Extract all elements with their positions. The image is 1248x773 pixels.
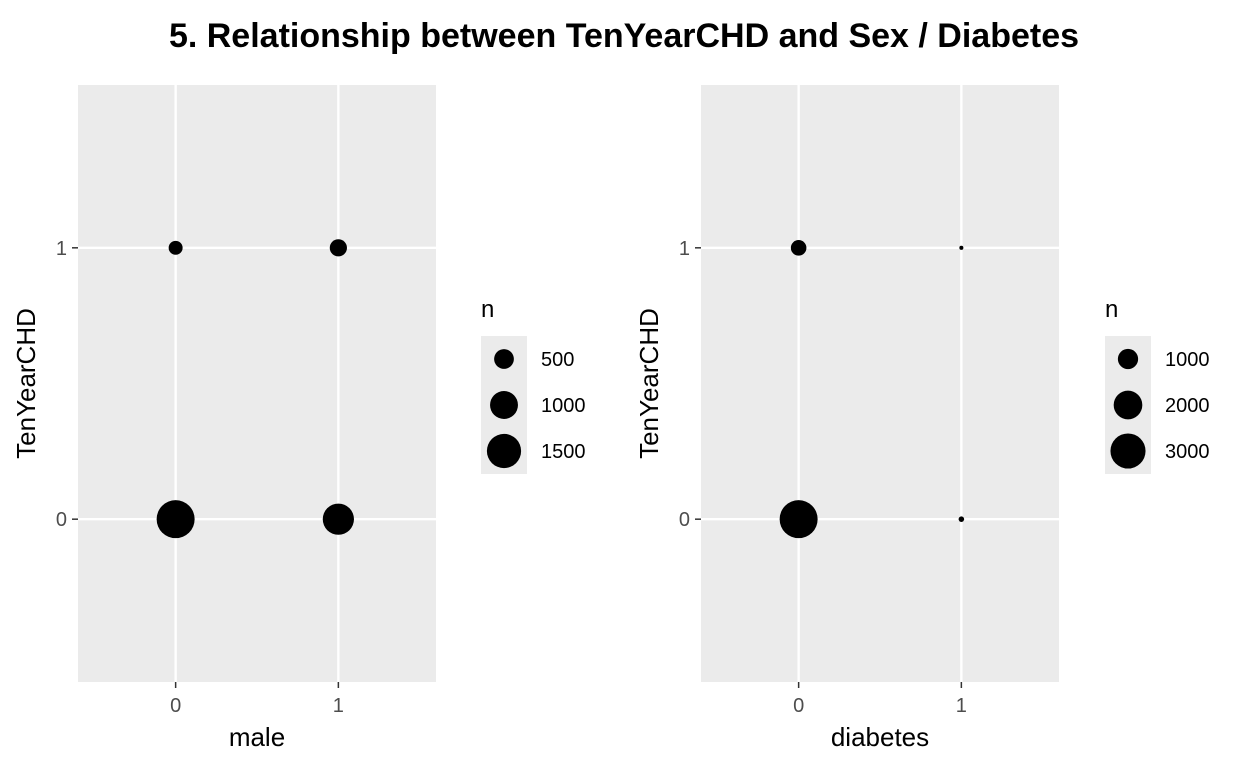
legend-label: 500: [541, 349, 574, 371]
x-tick-label: 0: [793, 695, 804, 717]
x-tick-label: 1: [333, 695, 344, 717]
data-point: [790, 240, 807, 256]
legend-label: 2000: [1165, 395, 1210, 417]
size-legend: n 1000 2000 3000: [1105, 296, 1210, 474]
legend-key-point: [1110, 433, 1146, 469]
y-axis-title: TenYearCHD: [11, 308, 41, 459]
chart-title: 5. Relationship between TenYearCHD and S…: [169, 17, 1079, 55]
legend-key-point: [1117, 348, 1139, 370]
y-tick-label: 0: [679, 509, 690, 531]
legend-label: 1000: [1165, 349, 1210, 371]
data-point: [959, 245, 964, 250]
x-axis-title: male: [229, 722, 285, 752]
panel-background: [701, 85, 1059, 682]
x-axis-title: diabetes: [831, 722, 929, 752]
legend-label: 1500: [541, 441, 586, 463]
legend-title: n: [481, 296, 494, 323]
panels: 0 1 0 1 male TenYearCHD n 500 1000 1500 0 1 0 1 diabet…: [11, 85, 1210, 752]
legend-label: 1000: [541, 395, 586, 417]
chart-panel-1: 0 1 0 1 male TenYearCHD n 500 1000 1500: [11, 85, 586, 752]
y-tick-label: 0: [56, 509, 67, 531]
data-point: [156, 500, 195, 539]
data-point: [168, 240, 183, 255]
chart-panel-2: 0 1 0 1 diabetes TenYearCHD n 1000 2000 3000: [634, 85, 1210, 752]
data-point: [329, 239, 347, 257]
data-point: [779, 500, 818, 539]
legend-key-point: [1113, 390, 1143, 420]
legend-key-point: [494, 349, 514, 369]
legend-title: n: [1105, 296, 1118, 323]
legend-label: 3000: [1165, 441, 1210, 463]
y-axis-title: TenYearCHD: [634, 308, 664, 459]
size-legend: n 500 1000 1500: [481, 296, 586, 474]
y-tick-label: 1: [679, 238, 690, 260]
legend-key-point: [486, 433, 522, 469]
data-point: [322, 503, 354, 535]
data-point: [958, 516, 965, 522]
x-tick-label: 1: [956, 695, 967, 717]
legend-key-point: [490, 391, 518, 419]
panel-background: [78, 85, 436, 682]
x-tick-label: 0: [170, 695, 181, 717]
y-tick-label: 1: [56, 238, 67, 260]
